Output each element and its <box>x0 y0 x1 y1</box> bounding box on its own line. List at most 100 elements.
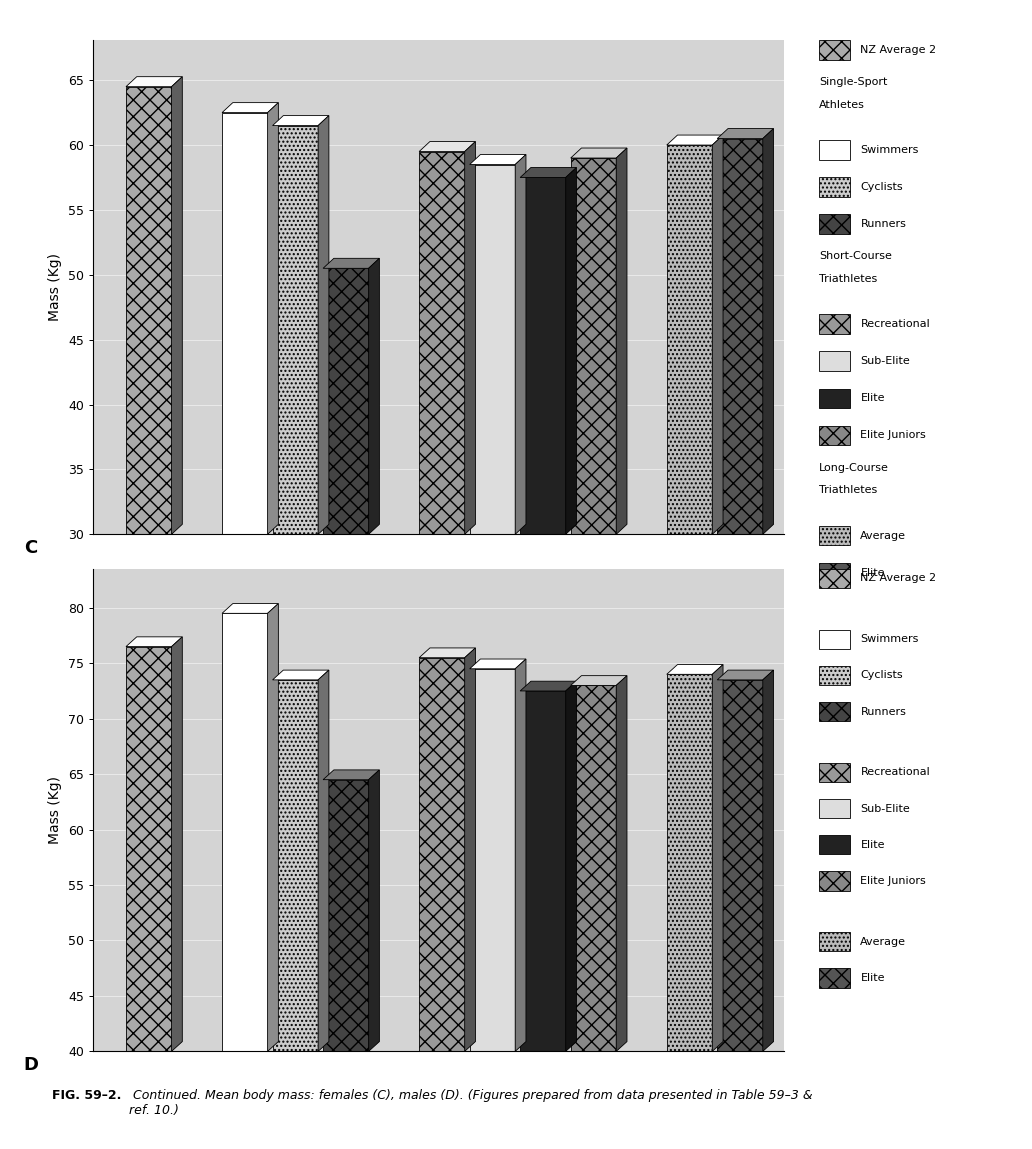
Text: Triathletes: Triathletes <box>819 273 877 284</box>
Bar <box>272 680 318 1051</box>
Polygon shape <box>712 136 723 534</box>
Text: Recreational: Recreational <box>861 319 930 330</box>
Polygon shape <box>515 154 526 534</box>
Polygon shape <box>763 129 774 534</box>
Y-axis label: Mass (Kg): Mass (Kg) <box>49 776 62 845</box>
Polygon shape <box>571 148 627 159</box>
Bar <box>419 152 464 534</box>
Polygon shape <box>470 154 526 164</box>
FancyBboxPatch shape <box>819 177 850 198</box>
Bar <box>323 780 368 1051</box>
Bar <box>520 177 566 534</box>
Polygon shape <box>323 770 380 780</box>
Polygon shape <box>368 259 380 534</box>
Polygon shape <box>419 141 476 152</box>
Polygon shape <box>667 136 723 145</box>
FancyBboxPatch shape <box>819 140 850 160</box>
FancyBboxPatch shape <box>819 215 850 234</box>
Polygon shape <box>470 660 526 669</box>
Bar <box>717 680 763 1051</box>
Text: Elite Juniors: Elite Juniors <box>861 431 926 440</box>
Bar <box>667 145 712 534</box>
Text: NZ Average 2: NZ Average 2 <box>861 573 936 584</box>
FancyBboxPatch shape <box>819 569 850 588</box>
Polygon shape <box>368 770 380 1051</box>
Bar <box>520 691 566 1051</box>
Bar <box>272 125 318 534</box>
Polygon shape <box>520 681 577 691</box>
Text: Athletes: Athletes <box>819 100 865 109</box>
Polygon shape <box>464 141 476 534</box>
Polygon shape <box>272 116 329 125</box>
Text: Swimmers: Swimmers <box>861 634 918 645</box>
Polygon shape <box>272 670 329 680</box>
Text: Elite: Elite <box>861 973 884 984</box>
FancyBboxPatch shape <box>819 702 850 722</box>
Polygon shape <box>318 670 329 1051</box>
Text: Sub-Elite: Sub-Elite <box>861 803 910 813</box>
Y-axis label: Mass (Kg): Mass (Kg) <box>49 253 62 322</box>
Polygon shape <box>566 168 577 534</box>
FancyBboxPatch shape <box>819 799 850 818</box>
Text: Continued. Mean body mass: females (C), males (D). (Figures prepared from data p: Continued. Mean body mass: females (C), … <box>129 1089 812 1117</box>
Bar <box>419 657 464 1051</box>
Polygon shape <box>616 676 627 1051</box>
Text: Elite: Elite <box>861 840 884 850</box>
Text: Recreational: Recreational <box>861 768 930 778</box>
Bar <box>667 674 712 1051</box>
Polygon shape <box>616 148 627 534</box>
Text: NZ Average 2: NZ Average 2 <box>861 45 936 55</box>
Bar <box>222 614 267 1051</box>
Bar <box>571 159 616 534</box>
Polygon shape <box>126 77 183 86</box>
Text: Swimmers: Swimmers <box>861 145 918 155</box>
Text: C: C <box>24 539 37 557</box>
Text: Runners: Runners <box>861 219 906 230</box>
FancyBboxPatch shape <box>819 352 850 371</box>
Bar <box>126 647 171 1051</box>
Text: D: D <box>24 1056 39 1074</box>
Text: Cyclists: Cyclists <box>861 670 903 680</box>
FancyBboxPatch shape <box>819 425 850 446</box>
Text: Sub-Elite: Sub-Elite <box>861 356 910 367</box>
FancyBboxPatch shape <box>819 563 850 583</box>
Polygon shape <box>126 637 183 647</box>
Polygon shape <box>717 129 774 139</box>
FancyBboxPatch shape <box>819 763 850 782</box>
Polygon shape <box>222 102 279 113</box>
Text: Average: Average <box>861 531 906 540</box>
Bar <box>323 269 368 534</box>
Bar <box>126 86 171 534</box>
Text: FIG. 59–2.: FIG. 59–2. <box>52 1089 121 1102</box>
Polygon shape <box>566 681 577 1051</box>
FancyBboxPatch shape <box>819 388 850 408</box>
FancyBboxPatch shape <box>819 835 850 855</box>
Bar <box>470 164 515 534</box>
Text: Elite Juniors: Elite Juniors <box>861 876 926 886</box>
FancyBboxPatch shape <box>819 969 850 988</box>
Text: Elite: Elite <box>861 393 884 403</box>
Text: Elite: Elite <box>861 568 884 578</box>
Polygon shape <box>419 648 476 657</box>
Polygon shape <box>267 102 279 534</box>
Polygon shape <box>763 670 774 1051</box>
Bar <box>470 669 515 1051</box>
Polygon shape <box>571 676 627 686</box>
Bar <box>571 686 616 1051</box>
Bar <box>717 139 763 534</box>
Text: Single-Sport: Single-Sport <box>819 77 888 87</box>
Bar <box>222 113 267 534</box>
Polygon shape <box>323 259 380 269</box>
Polygon shape <box>667 664 723 674</box>
Polygon shape <box>717 670 774 680</box>
FancyBboxPatch shape <box>819 315 850 334</box>
FancyBboxPatch shape <box>819 665 850 685</box>
FancyBboxPatch shape <box>819 871 850 890</box>
FancyBboxPatch shape <box>819 40 850 60</box>
Polygon shape <box>712 664 723 1051</box>
Text: Triathletes: Triathletes <box>819 485 877 495</box>
Text: Long-Course: Long-Course <box>819 463 889 472</box>
Polygon shape <box>222 603 279 614</box>
Polygon shape <box>515 660 526 1051</box>
Text: Average: Average <box>861 936 906 947</box>
